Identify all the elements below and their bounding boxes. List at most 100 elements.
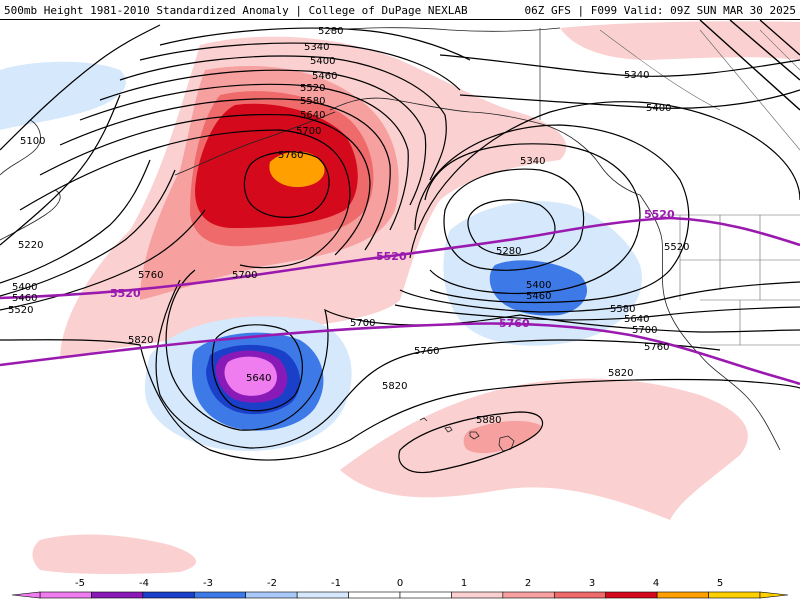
- contour-5400-east: [424, 143, 641, 294]
- contour-5700-ridge: [19, 129, 351, 269]
- contour-nw-lines: [699, 20, 800, 111]
- contour-5220-west: [0, 94, 121, 246]
- colorbar-swatches: [11, 591, 789, 599]
- alaska-coastline: [329, 97, 641, 196]
- colorbar-tick-label: 2: [525, 578, 531, 589]
- positive-anomaly-sw: [32, 534, 197, 575]
- contour-5280-east: [467, 199, 556, 256]
- colorbar-tick-label: 3: [589, 578, 595, 589]
- contour-5520-west: [0, 209, 206, 311]
- climo-label-5520-right: 5520: [644, 208, 675, 221]
- label-5760-east: 5760: [414, 346, 439, 357]
- label-5700-east2: 5700: [632, 325, 657, 336]
- climo-label-5520-mid: 5520: [376, 250, 407, 263]
- contour-5640-ridge: [39, 113, 371, 256]
- coastlines: [0, 27, 800, 452]
- climo-5760-line: [0, 322, 800, 386]
- contour-5460-east: [414, 124, 690, 304]
- label-5280-east: 5280: [496, 246, 521, 257]
- label-5280-top: 5280: [318, 26, 343, 37]
- hawaii-islands: [419, 417, 515, 452]
- label-5460-left: 5460: [12, 293, 37, 304]
- climo-5520-line: [0, 216, 800, 300]
- positive-anomaly-ne-corner: [560, 21, 800, 60]
- contour-5460-ridge: [99, 69, 427, 206]
- label-5520-top: 5520: [300, 83, 325, 94]
- contour-5340-east: [443, 168, 585, 271]
- label-5820-east2: 5820: [608, 368, 633, 379]
- contour-5640-east: [394, 304, 800, 321]
- colorbar-swatch: [451, 591, 504, 599]
- map-title: 500mb Height 1981-2010 Standardized Anom…: [4, 4, 468, 17]
- colorbar-swatch: [39, 591, 92, 599]
- label-5100-left: 5100: [20, 136, 45, 147]
- colorbar-swatch: [296, 591, 349, 599]
- colorbar-swatch: [605, 591, 658, 599]
- contour-5400-ridge: [119, 55, 447, 181]
- label-5340-east: 5340: [520, 156, 545, 167]
- contour-5820-main: [0, 339, 800, 461]
- contour-5640-low: [211, 324, 303, 412]
- positive-anomaly-5sd: [269, 151, 325, 188]
- label-5220-left: 5220: [18, 240, 43, 251]
- climo-label-5760-mid: 5760: [499, 317, 530, 330]
- height-contours: [0, 20, 800, 474]
- colorbar-left-arrow: [11, 591, 41, 599]
- state-borders: [660, 214, 800, 346]
- colorbar-tick-label: 4: [653, 578, 659, 589]
- na-west-coastline: [639, 194, 781, 451]
- map-canvas: 5280 5340 5400 5460 5520 5580 5640 5700 …: [0, 20, 800, 575]
- contour-5880-closed: [398, 411, 544, 474]
- colorbar-tick-label: -3: [203, 578, 213, 589]
- map-panel: 5280 5340 5400 5460 5520 5580 5640 5700 …: [0, 20, 800, 575]
- label-5520-left: 5520: [8, 305, 33, 316]
- colorbar-tick-label: -2: [267, 578, 277, 589]
- positive-anomaly-hawaii-2sd: [463, 420, 541, 454]
- colorbar: -5 -4 -3 -2 -1 0 1 2 3 4 5: [0, 575, 800, 600]
- alaska-north: [329, 27, 561, 32]
- contour-5460-west: [0, 169, 176, 297]
- title-bar: 500mb Height 1981-2010 Standardized Anom…: [0, 0, 800, 20]
- positive-anomaly-subtropics: [340, 378, 748, 520]
- label-5700-top: 5700: [296, 126, 321, 137]
- colorbar-ticks: -5 -4 -3 -2 -1 0 1 2 3 4 5: [75, 578, 723, 589]
- label-5520-ne: 5520: [664, 242, 689, 253]
- label-5340-ne: 5340: [624, 70, 649, 81]
- contour-5340-ne: [439, 54, 800, 77]
- label-5400-east: 5400: [526, 280, 551, 291]
- contour-labels: 5280 5340 5400 5460 5520 5580 5640 5700 …: [8, 26, 689, 426]
- valid-time: 06Z GFS | F099 Valid: 09Z SUN MAR 30 202…: [524, 4, 796, 17]
- label-5640-east: 5640: [624, 314, 649, 325]
- colorbar-canvas: -5 -4 -3 -2 -1 0 1 2 3 4 5: [11, 578, 789, 599]
- canada-provinces: [599, 29, 800, 151]
- climatology-contours: [0, 216, 800, 386]
- label-5400-top: 5400: [310, 56, 335, 67]
- label-5820-east: 5820: [382, 381, 407, 392]
- label-5640-low: 5640: [246, 373, 271, 384]
- climo-label-5520-left: 5520: [110, 287, 141, 300]
- asia-coastline: [0, 119, 61, 241]
- colorbar-swatch: [502, 591, 555, 599]
- negative-anomaly-low-5sd: [224, 356, 277, 396]
- colorbar-swatch: [399, 591, 452, 599]
- label-5580-top: 5580: [300, 96, 325, 107]
- colorbar-swatch: [708, 591, 761, 599]
- contour-5400-ne: [459, 89, 800, 109]
- colorbar-swatch: [245, 591, 298, 599]
- colorbar-tick-label: -1: [331, 578, 341, 589]
- contour-5760-closed: [243, 151, 330, 218]
- colorbar-right-arrow: [759, 591, 789, 599]
- contour-5520-east: [409, 101, 800, 259]
- contour-5340-ridge: [139, 42, 461, 91]
- label-5460-east: 5460: [526, 291, 551, 302]
- label-5400-left: 5400: [12, 282, 37, 293]
- colorbar-tick-label: 1: [461, 578, 467, 589]
- colorbar-tick-label: -4: [139, 578, 149, 589]
- contour-5280-ridge: [159, 27, 471, 61]
- colorbar-swatch: [656, 591, 709, 599]
- contour-5400-west: [0, 159, 151, 284]
- label-5760-east2: 5760: [644, 342, 669, 353]
- label-5580-east: 5580: [610, 304, 635, 315]
- climatology-labels: 5520 5520 5520 5760: [110, 208, 675, 330]
- label-5460-top: 5460: [312, 71, 337, 82]
